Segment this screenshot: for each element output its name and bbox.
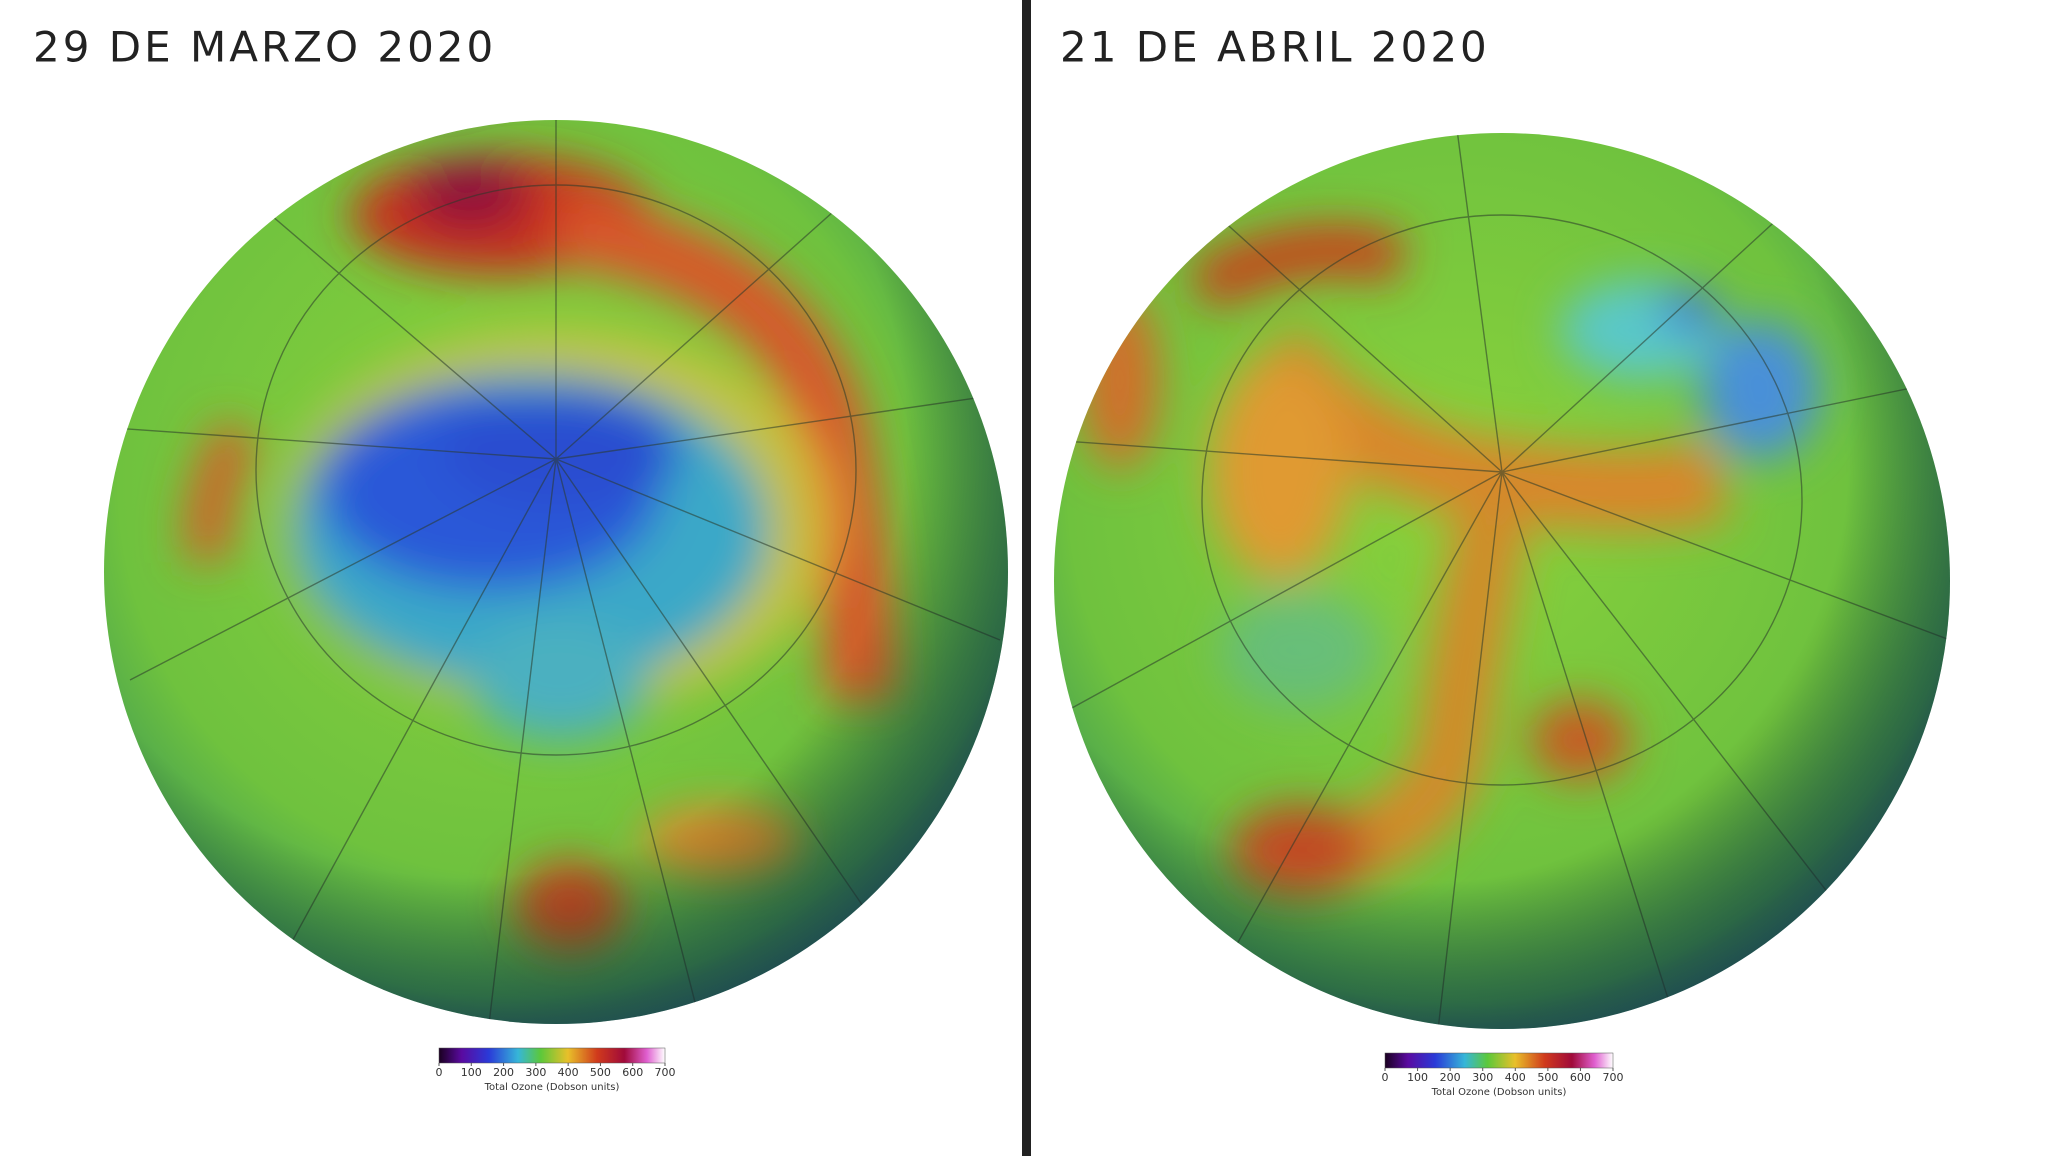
colorbar-tick-label: 0: [1382, 1071, 1389, 1084]
colorbar-tick-label: 700: [1603, 1071, 1624, 1084]
divider: [1022, 0, 1031, 1156]
colorbar-tick-label: 100: [461, 1066, 482, 1079]
colorbar-label: Total Ozone (Dobson units): [1431, 1087, 1567, 1098]
colorbar-tick-label: 200: [1440, 1071, 1461, 1084]
colorbar-tick-label: 400: [558, 1066, 579, 1079]
globe-right: [1054, 133, 1950, 1029]
panel-title: 29 DE MARZO 2020: [33, 23, 496, 72]
colorbar: [1384, 1052, 1614, 1069]
colorbar-tick-label: 300: [525, 1066, 546, 1079]
colorbar-tick-label: 500: [1537, 1071, 1558, 1084]
colorbar-tick-label: 600: [1570, 1071, 1591, 1084]
colorbar-tick-label: 200: [493, 1066, 514, 1079]
colorbar-tick-label: 300: [1472, 1071, 1493, 1084]
colorbar-tick-label: 700: [655, 1066, 676, 1079]
colorbar-tick-label: 0: [436, 1066, 443, 1079]
colorbar-tick-label: 400: [1505, 1071, 1526, 1084]
colorbar-tick-label: 100: [1407, 1071, 1428, 1084]
panel-title: 21 DE ABRIL 2020: [1060, 23, 1490, 72]
colorbar-label: Total Ozone (Dobson units): [484, 1082, 620, 1093]
colorbar-tick-label: 600: [622, 1066, 643, 1079]
colorbar: [438, 1047, 666, 1064]
globe-left: [104, 120, 1008, 1024]
colorbar-tick-label: 500: [590, 1066, 611, 1079]
